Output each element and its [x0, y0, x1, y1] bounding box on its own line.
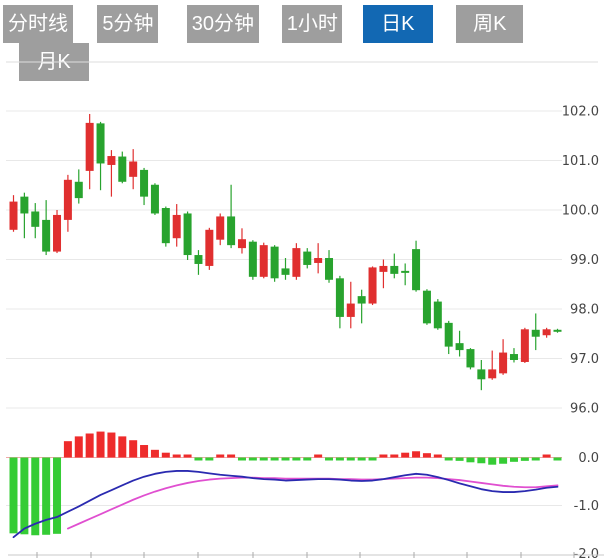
tab-30min[interactable]: 30分钟: [186, 5, 259, 43]
svg-text:99.0: 99.0: [570, 253, 599, 268]
time-axis: [8, 552, 604, 558]
tab-5min[interactable]: 5分钟: [97, 5, 159, 43]
dif-line: [12, 470, 559, 539]
svg-text:100.0: 100.0: [562, 204, 599, 219]
svg-text:98.0: 98.0: [570, 303, 599, 318]
macd-histogram: [9, 431, 562, 536]
macd-axis-labels: 0.0 -1.0 -2.0: [574, 451, 599, 559]
svg-text:-1.0: -1.0: [574, 499, 599, 514]
svg-text:101.0: 101.0: [562, 154, 599, 169]
svg-text:96.0: 96.0: [570, 402, 599, 417]
svg-text:97.0: 97.0: [570, 352, 599, 367]
tab-weekly-k[interactable]: 周K: [456, 5, 524, 43]
price-axis-labels: 102.0 101.0 100.0 99.0 98.0 97.0 96.0: [562, 105, 599, 417]
svg-text:102.0: 102.0: [562, 105, 599, 120]
dea-line: [67, 476, 559, 530]
tab-timeline[interactable]: 分时线: [3, 5, 73, 43]
price-gridlines: [6, 61, 598, 506]
svg-text:0.0: 0.0: [578, 451, 599, 466]
svg-text:-2.0: -2.0: [574, 547, 599, 559]
tab-daily-k[interactable]: 日K: [362, 5, 433, 43]
tab-1hour[interactable]: 1小时: [282, 5, 343, 43]
candlestick-series: [9, 113, 562, 391]
